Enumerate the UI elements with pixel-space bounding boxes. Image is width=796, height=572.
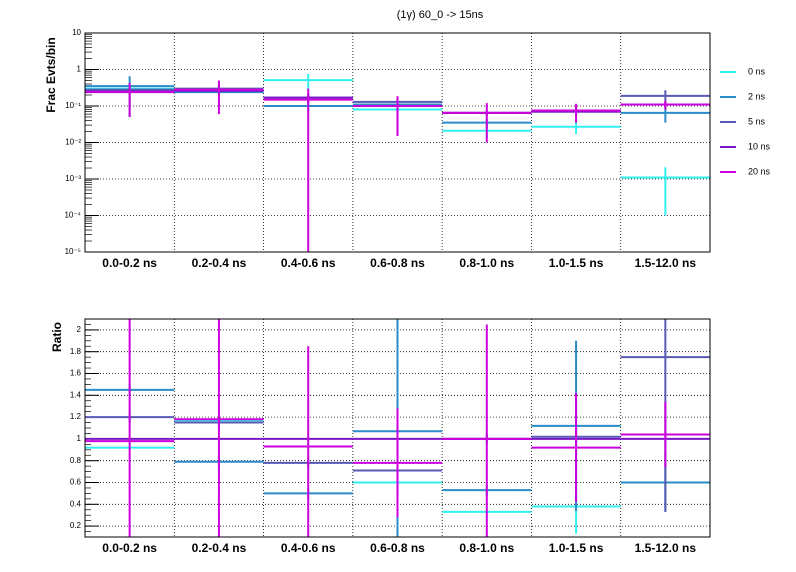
y-tick-label: 10	[72, 28, 81, 37]
legend-label: 20 ns	[748, 166, 771, 176]
y-tick-label: 0.6	[70, 478, 82, 487]
y-tick-label: 0.2	[70, 521, 82, 530]
y-axis-label: Frac Evts/bin	[44, 37, 58, 112]
x-tick-label: 0.2-0.4 ns	[192, 541, 247, 555]
x-tick-label: 0.0-0.2 ns	[102, 541, 157, 555]
frame	[84, 32, 711, 253]
x-tick-label: 0.6-0.8 ns	[370, 541, 425, 555]
x-tick-label: 0.4-0.6 ns	[281, 541, 336, 555]
y-tick-label: 0.8	[70, 456, 82, 465]
x-tick-label: 0.6-0.8 ns	[370, 256, 425, 270]
legend-label: 5 ns	[748, 116, 766, 126]
x-tick-label: 0.8-1.0 ns	[459, 541, 514, 555]
legend-label: 10 ns	[748, 141, 771, 151]
x-tick-label: 0.2-0.4 ns	[192, 256, 247, 270]
y-tick-label: 1.8	[70, 347, 82, 356]
y-tick-label: 10⁻¹	[65, 101, 81, 110]
x-tick-label: 1.0-1.5 ns	[549, 541, 604, 555]
y-axis-label: Ratio	[50, 322, 64, 352]
y-tick-label: 1	[77, 434, 82, 443]
x-tick-label: 1.0-1.5 ns	[549, 256, 604, 270]
y-tick-label: 1.2	[70, 412, 82, 421]
legend-label: 2 ns	[748, 91, 766, 101]
frame	[84, 318, 711, 538]
x-tick-label: 1.5-12.0 ns	[635, 256, 697, 270]
y-tick-label: 10⁻⁴	[64, 211, 81, 220]
y-tick-label: 1.4	[70, 390, 82, 399]
y-tick-label: 1.6	[70, 369, 82, 378]
x-tick-label: 0.0-0.2 ns	[102, 256, 157, 270]
chart-title: (1γ) 60_0 -> 15ns	[397, 9, 484, 21]
y-tick-label: 10⁻³	[65, 174, 81, 183]
y-tick-label: 0.4	[70, 499, 82, 508]
x-tick-label: 0.4-0.6 ns	[281, 256, 336, 270]
y-tick-label: 10⁻⁵	[65, 247, 81, 256]
x-tick-label: 1.5-12.0 ns	[635, 541, 697, 555]
y-tick-label: 1	[77, 65, 82, 74]
x-tick-label: 0.8-1.0 ns	[459, 256, 514, 270]
y-tick-label: 2	[77, 325, 82, 334]
y-tick-label: 10⁻²	[65, 138, 81, 147]
legend-label: 0 ns	[748, 66, 766, 76]
